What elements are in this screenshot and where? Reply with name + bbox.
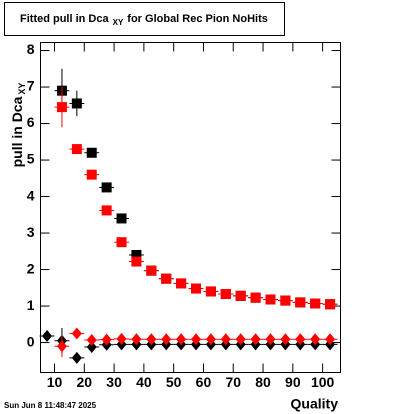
title-subscript: XY <box>113 18 124 27</box>
y-label-main: pull in Dca <box>9 96 25 167</box>
diamond-marker <box>235 333 246 346</box>
square-marker <box>101 182 112 193</box>
diamond-marker <box>71 351 82 364</box>
x-tick-label: 80 <box>255 374 271 390</box>
square-marker <box>205 286 216 297</box>
diamond-marker <box>250 333 261 346</box>
y-tick-label: 2 <box>27 260 35 276</box>
square-marker <box>280 295 291 306</box>
diamond-marker <box>220 333 231 346</box>
x-tick-label: 50 <box>166 374 182 390</box>
y-tick-label: 0 <box>27 333 35 349</box>
footer-date: Sun Jun 8 11:48:47 2025 <box>4 401 97 410</box>
diamond-marker <box>295 333 306 346</box>
chart-title: Fitted pull in Dca XY for Global Rec Pion … <box>20 13 268 27</box>
y-tick-label: 6 <box>27 114 35 130</box>
diamond-marker <box>191 333 202 346</box>
square-marker <box>325 299 336 310</box>
square-marker <box>71 98 82 109</box>
diamond-marker <box>310 333 321 346</box>
x-tick-label: 20 <box>77 374 93 390</box>
x-tick-label: 10 <box>47 374 63 390</box>
square-marker <box>116 213 127 224</box>
diamond-marker <box>56 340 67 353</box>
square-marker <box>220 289 231 300</box>
plot-frame <box>40 42 341 373</box>
square-marker <box>250 292 261 303</box>
x-tick-label: 70 <box>225 374 241 390</box>
diamond-marker <box>86 340 97 353</box>
y-label-subscript: XY <box>17 83 27 95</box>
square-marker <box>86 169 97 180</box>
square-marker <box>295 297 306 308</box>
square-marker <box>310 298 321 309</box>
x-tick-label: 100 <box>311 374 335 390</box>
diamond-marker <box>116 332 127 345</box>
diamond-marker <box>325 333 336 346</box>
x-tick-label: 40 <box>136 374 152 390</box>
title-rest: for Global Rec Pion NoHits <box>127 13 268 25</box>
square-marker <box>131 249 142 260</box>
diamond-marker <box>280 333 291 346</box>
square-marker <box>116 237 127 248</box>
y-tick-label: 3 <box>27 224 35 240</box>
square-marker <box>131 256 142 267</box>
diamond-marker <box>101 333 112 346</box>
x-tick-label: 60 <box>196 374 212 390</box>
diamond-marker <box>71 327 82 340</box>
diamond-marker <box>161 333 172 346</box>
square-marker <box>161 273 172 284</box>
square-marker <box>101 205 112 216</box>
square-marker <box>191 283 202 294</box>
y-tick-label: 4 <box>27 187 35 203</box>
diamond-marker <box>42 329 53 342</box>
square-marker <box>146 265 157 276</box>
x-tick-label: 90 <box>285 374 301 390</box>
x-axis-label: Quality <box>291 396 339 412</box>
x-tick-label: 30 <box>106 374 122 390</box>
diamond-marker <box>146 333 157 346</box>
diamond-marker <box>176 333 187 346</box>
y-tick-label: 7 <box>27 78 35 94</box>
title-main: Fitted pull in Dca <box>20 13 109 25</box>
square-marker <box>71 144 82 155</box>
diamond-marker <box>86 334 97 347</box>
y-tick-label: 1 <box>27 297 35 313</box>
y-tick-label: 5 <box>27 151 35 167</box>
square-marker <box>235 290 246 301</box>
y-axis-label: pull in DcaXY <box>9 83 28 168</box>
diamond-marker <box>205 333 216 346</box>
diamond-marker <box>265 333 276 346</box>
diamond-marker <box>131 333 142 346</box>
square-marker <box>176 278 187 289</box>
square-marker <box>265 294 276 305</box>
title-box <box>4 2 285 36</box>
y-tick-label: 8 <box>27 41 35 57</box>
square-marker <box>56 102 67 113</box>
square-marker <box>86 147 97 158</box>
